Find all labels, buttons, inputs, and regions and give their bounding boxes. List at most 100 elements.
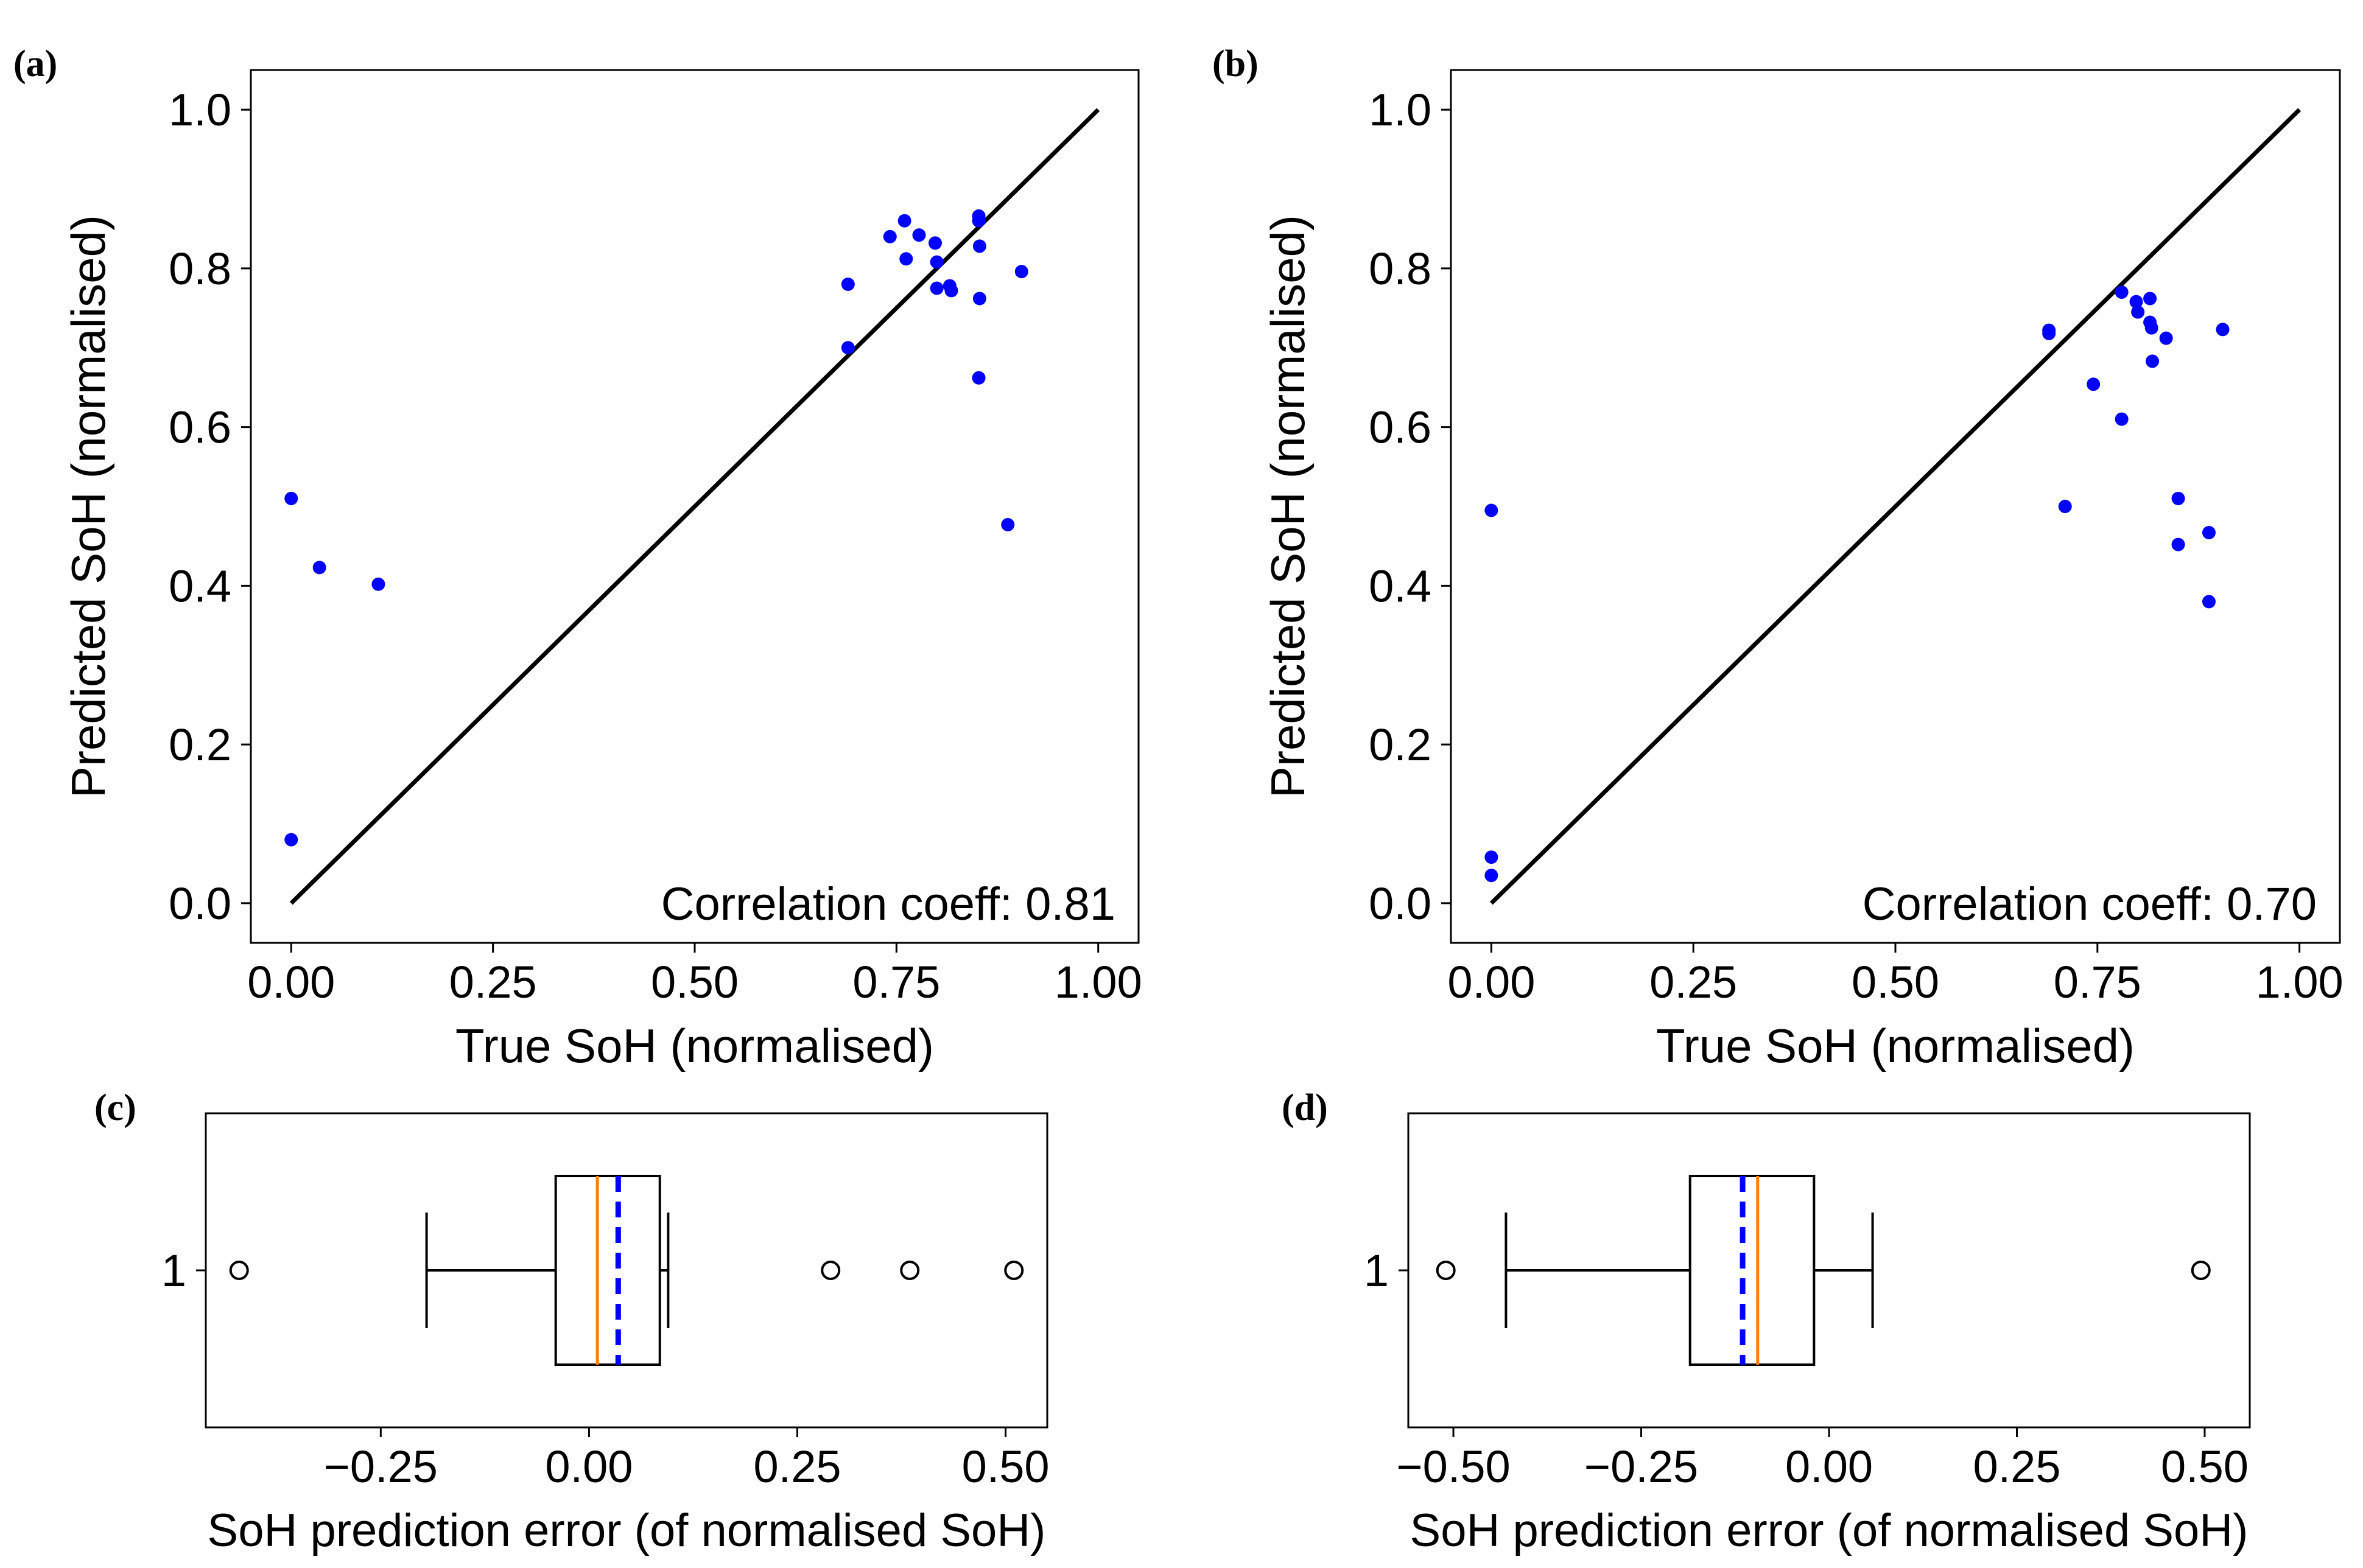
data-point xyxy=(899,252,913,266)
boxplot-panel-3: (d) 1 −0.50 −0.25 0.00 0.25 0.50 SoH prediction… xyxy=(1282,1087,2251,1556)
data-point xyxy=(2202,595,2216,609)
data-point xyxy=(2171,491,2185,505)
data-point xyxy=(284,833,298,847)
outlier-point xyxy=(900,1261,920,1280)
x-tick-label: −0.25 xyxy=(324,1441,438,1492)
data-point xyxy=(2216,323,2230,337)
data-point xyxy=(2171,537,2185,551)
axes-frame xyxy=(205,1112,1048,1429)
data-point xyxy=(312,561,326,575)
y-tick-label: 0.6 xyxy=(1369,402,1431,453)
y-tick-label: 1 xyxy=(161,1245,186,1296)
x-tick-label: 0.75 xyxy=(2054,957,2141,1007)
data-point xyxy=(897,214,911,228)
y-tick-label: 0.6 xyxy=(169,402,231,453)
outlier-point xyxy=(1436,1261,1456,1280)
iqr-box xyxy=(1688,1175,1816,1366)
identity-line xyxy=(1489,108,2302,905)
x-axis-label: SoH prediction error (of normalised SoH) xyxy=(1410,1505,2249,1556)
y-tick-label: 0.8 xyxy=(1369,243,1431,294)
data-point xyxy=(944,284,958,298)
outlier-point xyxy=(2191,1261,2211,1280)
y-tick-label: 1.0 xyxy=(1369,85,1431,135)
x-tick-label: 0.25 xyxy=(1649,957,1737,1007)
data-point xyxy=(1014,265,1028,279)
y-tick-label: 0.0 xyxy=(169,878,231,929)
data-point xyxy=(972,214,986,228)
x-tick-label: 0.25 xyxy=(753,1441,841,1492)
data-point xyxy=(2129,295,2143,309)
y-tick-label: 1 xyxy=(1364,1245,1389,1296)
data-point xyxy=(371,577,385,591)
y-tick-label: 0.4 xyxy=(169,561,231,611)
identity-line xyxy=(289,108,1100,905)
data-point xyxy=(2087,377,2101,391)
x-tick-label: 0.50 xyxy=(962,1441,1050,1492)
x-tick-label: 0.25 xyxy=(1973,1441,2060,1492)
data-point xyxy=(930,281,944,295)
data-point xyxy=(2115,412,2129,426)
data-point xyxy=(972,292,986,306)
data-point xyxy=(2202,526,2216,540)
y-tick-label: 0.4 xyxy=(1369,561,1431,611)
y-tick-label: 1.0 xyxy=(169,85,231,135)
x-tick-label: 0.50 xyxy=(651,957,739,1007)
data-point xyxy=(1484,850,1498,864)
data-point xyxy=(2058,500,2072,513)
y-axis-label: Predicted SoH (normalised) xyxy=(1261,215,1315,798)
data-point xyxy=(2159,331,2173,345)
panel-label: (d) xyxy=(1282,1087,1328,1129)
outlier-point xyxy=(821,1261,841,1280)
panel-label: (b) xyxy=(1212,43,1259,85)
x-tick-label: 0.00 xyxy=(1785,1441,1873,1492)
x-tick-label: 0.75 xyxy=(852,957,940,1007)
x-tick-label: 0.25 xyxy=(449,957,537,1007)
x-axis-label: True SoH (normalised) xyxy=(455,1019,934,1073)
boxplot-panel-2: (c) 1 −0.25 0.00 0.25 0.50 SoH prediction erro… xyxy=(94,1087,1050,1556)
y-tick-label: 0.0 xyxy=(1369,878,1431,929)
data-point xyxy=(972,239,986,253)
data-point xyxy=(841,341,855,355)
x-tick-label: 0.00 xyxy=(247,957,335,1007)
panel-label: (c) xyxy=(94,1087,136,1129)
x-tick-label: 1.00 xyxy=(1055,957,1142,1007)
x-tick-label: −0.50 xyxy=(1396,1441,1510,1492)
x-tick-label: 0.50 xyxy=(2161,1441,2249,1492)
data-point xyxy=(912,228,926,242)
data-point xyxy=(1484,869,1498,883)
data-point xyxy=(2131,305,2145,319)
y-tick-label: 0.2 xyxy=(169,719,231,770)
data-point xyxy=(930,255,944,269)
data-point xyxy=(2143,292,2157,306)
data-point xyxy=(2144,321,2158,335)
y-tick-label: 0.2 xyxy=(1369,719,1431,770)
data-point xyxy=(1484,503,1498,517)
scatter-panel-1: (b) 0.00 0.25 0.50 0.75 1.00 0.0 0.2 0.4 0.6 0.8 1.… xyxy=(1212,43,2344,1073)
iqr-box xyxy=(554,1175,661,1366)
data-point xyxy=(841,277,855,291)
x-tick-label: 1.00 xyxy=(2256,957,2344,1007)
x-axis-label: SoH prediction error (of normalised SoH) xyxy=(208,1505,1046,1556)
y-axis-label: Predicted SoH (normalised) xyxy=(61,215,115,798)
data-point xyxy=(2115,285,2129,299)
data-point xyxy=(2042,323,2056,337)
outlier-point xyxy=(229,1261,249,1280)
correlation-annotation: Correlation coeff: 0.81 xyxy=(661,878,1115,930)
x-axis-label: True SoH (normalised) xyxy=(1656,1019,2135,1073)
x-tick-label: −0.25 xyxy=(1584,1441,1698,1492)
correlation-annotation: Correlation coeff: 0.70 xyxy=(1863,878,2317,930)
x-tick-label: 0.50 xyxy=(1852,957,1939,1007)
data-point xyxy=(972,371,986,385)
data-point xyxy=(2146,354,2160,368)
panel-label: (a) xyxy=(13,43,57,85)
data-point xyxy=(284,491,298,505)
scatter-panel-0: (a) 0.00 0.25 0.50 0.75 1.00 0.0 0.2 0.4 0.6 0.8 1.… xyxy=(13,43,1142,1073)
data-point xyxy=(1001,517,1015,531)
y-tick-label: 0.8 xyxy=(169,243,231,294)
data-point xyxy=(928,236,942,250)
x-tick-label: 0.00 xyxy=(1447,957,1535,1007)
outlier-point xyxy=(1004,1261,1024,1280)
data-point xyxy=(883,229,897,243)
x-tick-label: 0.00 xyxy=(545,1441,633,1492)
